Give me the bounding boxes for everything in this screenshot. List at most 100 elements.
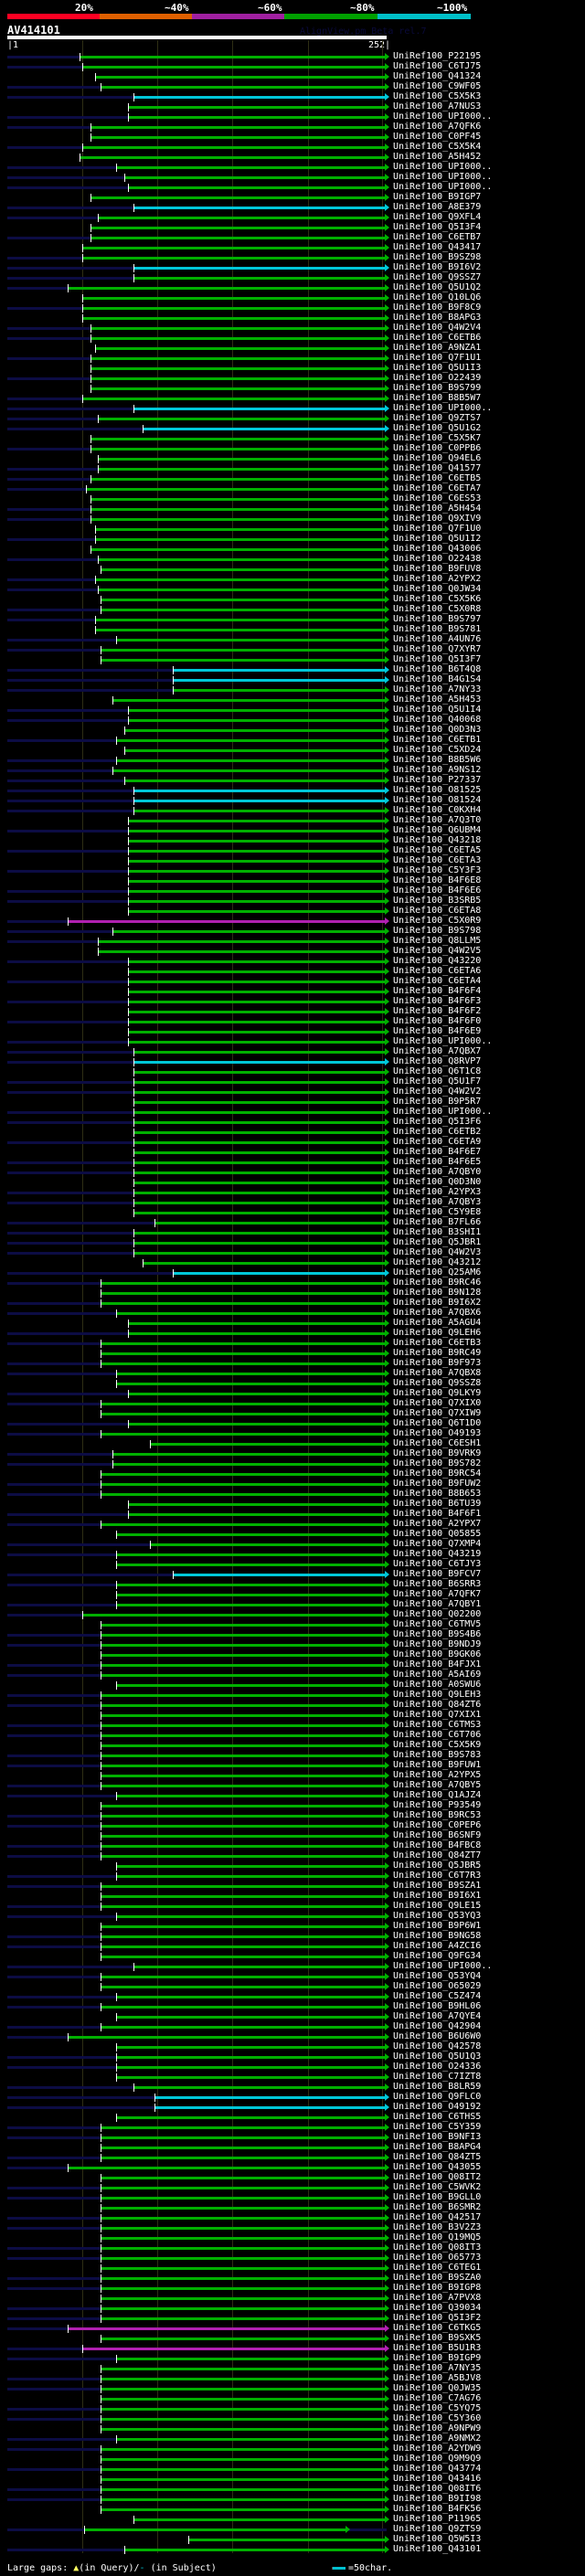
alignment-row[interactable]: UniRef100_Q8LLM5 (0, 936, 585, 947)
alignment-row[interactable]: UniRef100_B4F6E6 (0, 885, 585, 896)
subject-label[interactable]: UniRef100_B9FCV7 (393, 1569, 482, 1579)
subject-label[interactable]: UniRef100_Q08IT6 (393, 2484, 482, 2494)
subject-label[interactable]: UniRef100_Q5U1I4 (393, 705, 482, 715)
subject-label[interactable]: UniRef100_B3V2Z3 (393, 2222, 482, 2232)
subject-label[interactable]: UniRef100_Q7XIX0 (393, 1398, 482, 1408)
subject-label[interactable]: UniRef100_Q6UBM4 (393, 825, 482, 835)
subject-label[interactable]: UniRef100_A7QBX6 (393, 1308, 482, 1318)
alignment-row[interactable]: UniRef100_B9RC54 (0, 1468, 585, 1479)
subject-label[interactable]: UniRef100_P11965 (393, 2514, 482, 2524)
subject-label[interactable]: UniRef100_O81525 (393, 785, 482, 795)
alignment-row[interactable]: UniRef100_A7NY35 (0, 2363, 585, 2374)
alignment-row[interactable]: UniRef100_A0SWU6 (0, 1680, 585, 1691)
subject-label[interactable]: UniRef100_A9NZA1 (393, 343, 482, 353)
subject-label[interactable]: UniRef100_Q7XYR7 (393, 644, 482, 654)
alignment-row[interactable]: UniRef100_B9I6X2 (0, 1298, 585, 1309)
subject-label[interactable]: UniRef100_Q10LQ6 (393, 292, 482, 302)
subject-label[interactable]: UniRef100_B3SHI1 (393, 1227, 482, 1237)
subject-label[interactable]: UniRef100_C6ETA5 (393, 845, 482, 855)
subject-label[interactable]: UniRef100_Q43101 (393, 2544, 482, 2554)
subject-label[interactable]: UniRef100_B9HL06 (393, 2001, 482, 2011)
alignment-row[interactable]: UniRef100_A2YPX5 (0, 1770, 585, 1781)
subject-label[interactable]: UniRef100_A4UN76 (393, 634, 482, 644)
alignment-row[interactable]: UniRef100_C5XD24 (0, 745, 585, 756)
subject-label[interactable]: UniRef100_C7IZT8 (393, 2072, 482, 2082)
alignment-row[interactable]: UniRef100_B3SRB5 (0, 896, 585, 906)
subject-label[interactable]: UniRef100_A5AGU4 (393, 1318, 482, 1328)
subject-label[interactable]: UniRef100_B9FUW2 (393, 1479, 482, 1489)
alignment-row[interactable]: UniRef100_P22195 (0, 51, 585, 62)
subject-label[interactable]: UniRef100_B9NDJ9 (393, 1639, 482, 1649)
subject-label[interactable]: UniRef100_Q9LEH3 (393, 1690, 482, 1700)
subject-label[interactable]: UniRef100_B4FK56 (393, 2504, 482, 2514)
alignment-row[interactable]: UniRef100_Q43055 (0, 2162, 585, 2173)
subject-label[interactable]: UniRef100_Q84ZT5 (393, 2152, 482, 2162)
alignment-row[interactable]: UniRef100_Q4W2V5 (0, 946, 585, 957)
subject-label[interactable]: UniRef100_B9P6W1 (393, 1921, 482, 1931)
alignment-row[interactable]: UniRef100_O49193 (0, 1428, 585, 1439)
subject-label[interactable]: UniRef100_B3SRB5 (393, 896, 482, 906)
alignment-row[interactable]: UniRef100_C6TJY3 (0, 1559, 585, 1570)
subject-label[interactable]: UniRef100_B8LR59 (393, 2082, 482, 2092)
alignment-row[interactable]: UniRef100_A7QBX7 (0, 1046, 585, 1057)
alignment-row[interactable]: UniRef100_B6U6W0 (0, 2031, 585, 2042)
subject-label[interactable]: UniRef100_A7QBY1 (393, 1599, 482, 1609)
alignment-row[interactable]: UniRef100_C6ETB3 (0, 1338, 585, 1349)
subject-label[interactable]: UniRef100_A7QBX7 (393, 1046, 482, 1056)
alignment-row[interactable]: UniRef100_A4ZCI6 (0, 1941, 585, 1952)
subject-label[interactable]: UniRef100_B4F6F3 (393, 996, 482, 1006)
alignment-row[interactable]: UniRef100_B4G1S4 (0, 674, 585, 685)
alignment-row[interactable]: UniRef100_C6T706 (0, 1730, 585, 1741)
subject-label[interactable]: UniRef100_C5X5K9 (393, 1740, 482, 1750)
subject-label[interactable]: UniRef100_C5XD24 (393, 745, 482, 755)
subject-label[interactable]: UniRef100_B9RC54 (393, 1468, 482, 1479)
alignment-row[interactable]: UniRef100_C5YQ75 (0, 2403, 585, 2414)
subject-label[interactable]: UniRef100_B4F6E5 (393, 1157, 482, 1167)
alignment-row[interactable]: UniRef100_Q7XYR7 (0, 644, 585, 655)
alignment-row[interactable]: UniRef100_C6ESH1 (0, 1438, 585, 1449)
alignment-row[interactable]: UniRef100_B9SXK5 (0, 2333, 585, 2344)
subject-label[interactable]: UniRef100_O22438 (393, 554, 482, 564)
alignment-row[interactable]: UniRef100_B8LR59 (0, 2082, 585, 2093)
subject-label[interactable]: UniRef100_B8APG3 (393, 313, 482, 323)
alignment-row[interactable]: UniRef100_Q5U1Q2 (0, 282, 585, 293)
subject-label[interactable]: UniRef100_C6ES53 (393, 493, 482, 504)
alignment-row[interactable]: UniRef100_B8APG4 (0, 2142, 585, 2153)
subject-label[interactable]: UniRef100_C0PEP6 (393, 1820, 482, 1830)
alignment-row[interactable]: UniRef100_C7AG76 (0, 2393, 585, 2404)
alignment-row[interactable]: UniRef100_Q43219 (0, 1549, 585, 1560)
alignment-row[interactable]: UniRef100_B9S781 (0, 624, 585, 635)
alignment-row[interactable]: UniRef100_B9NFI3 (0, 2132, 585, 2143)
subject-label[interactable]: UniRef100_B6SMR2 (393, 2202, 482, 2212)
subject-label[interactable]: UniRef100_C5Y359 (393, 2122, 482, 2132)
subject-label[interactable]: UniRef100_B9RC53 (393, 1810, 482, 1820)
alignment-row[interactable]: UniRef100_B9II98 (0, 2494, 585, 2505)
subject-label[interactable]: UniRef100_A7QYE4 (393, 2011, 482, 2021)
alignment-row[interactable]: UniRef100_P27337 (0, 775, 585, 786)
alignment-row[interactable]: UniRef100_Q42904 (0, 2021, 585, 2032)
alignment-row[interactable]: UniRef100_B4F6F2 (0, 1006, 585, 1017)
subject-label[interactable]: UniRef100_B9I6V2 (393, 262, 482, 272)
alignment-row[interactable]: UniRef100_Q43774 (0, 2464, 585, 2475)
alignment-row[interactable]: UniRef100_B6TU39 (0, 1499, 585, 1510)
subject-label[interactable]: UniRef100_B4F6F2 (393, 1006, 482, 1016)
subject-label[interactable]: UniRef100_Q7XIX1 (393, 1710, 482, 1720)
subject-label[interactable]: UniRef100_Q9LE15 (393, 1901, 482, 1911)
subject-label[interactable]: UniRef100_Q0D3N0 (393, 1177, 482, 1187)
subject-label[interactable]: UniRef100_B9VRK9 (393, 1448, 482, 1458)
alignment-row[interactable]: UniRef100_B9IGP9 (0, 2353, 585, 2364)
alignment-row[interactable]: UniRef100_B6T4Q8 (0, 664, 585, 675)
subject-label[interactable]: UniRef100_Q0JW34 (393, 584, 482, 594)
alignment-row[interactable]: UniRef100_Q43220 (0, 956, 585, 967)
subject-label[interactable]: UniRef100_Q9ZTS7 (393, 413, 482, 423)
subject-label[interactable]: UniRef100_A4ZCI6 (393, 1941, 482, 1951)
alignment-row[interactable]: UniRef100_B9S783 (0, 1750, 585, 1761)
alignment-row[interactable]: UniRef100_B8B5W6 (0, 755, 585, 766)
subject-label[interactable]: UniRef100_A2YPX5 (393, 1770, 482, 1780)
alignment-row[interactable]: UniRef100_UPI000.. (0, 111, 585, 122)
alignment-row[interactable]: UniRef100_A5H453 (0, 694, 585, 705)
subject-label[interactable]: UniRef100_Q9LKY9 (393, 1388, 482, 1398)
alignment-row[interactable]: UniRef100_B9GK06 (0, 1649, 585, 1660)
alignment-row[interactable]: UniRef100_O65029 (0, 1981, 585, 1992)
subject-label[interactable]: UniRef100_Q39034 (393, 2303, 482, 2313)
